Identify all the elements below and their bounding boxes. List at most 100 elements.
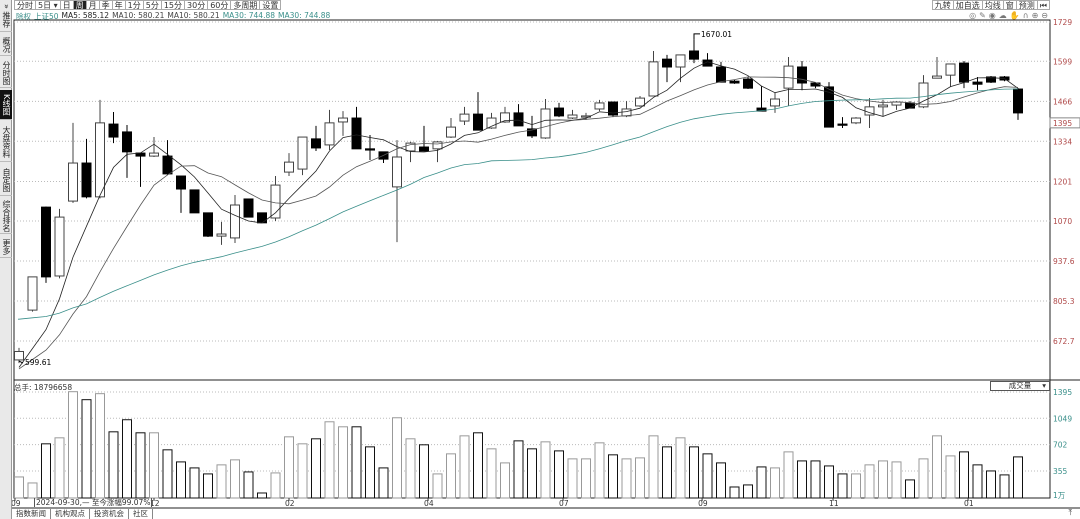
eye-icon[interactable]: ◉: [988, 11, 996, 20]
candle[interactable]: [338, 111, 348, 136]
candle[interactable]: [918, 75, 929, 109]
candle[interactable]: [446, 118, 456, 138]
candle[interactable]: [864, 98, 875, 129]
candle[interactable]: [972, 76, 983, 91]
volume-bar[interactable]: [230, 459, 240, 499]
volume-bar[interactable]: [459, 435, 470, 499]
candle[interactable]: [311, 125, 321, 151]
volume-bar[interactable]: [122, 419, 132, 499]
volume-bar[interactable]: [27, 482, 38, 499]
candle[interactable]: [770, 92, 780, 113]
candle[interactable]: [419, 125, 429, 152]
volume-bar[interactable]: [878, 460, 888, 499]
candle[interactable]: [959, 60, 969, 89]
candle[interactable]: [891, 101, 902, 110]
volume-bar[interactable]: [378, 467, 389, 499]
volume-bar[interactable]: [986, 470, 996, 499]
volume-bar[interactable]: [689, 446, 699, 499]
volume-bar[interactable]: [135, 432, 146, 499]
sidebar-tab[interactable]: K线图: [0, 90, 12, 120]
candle[interactable]: [324, 109, 335, 151]
volume-bar[interactable]: [324, 421, 335, 499]
volume-bar[interactable]: [513, 440, 524, 499]
zoom-in-icon[interactable]: ⊕: [1031, 11, 1039, 20]
candle[interactable]: [662, 54, 672, 83]
candle[interactable]: [405, 141, 416, 163]
volume-bar[interactable]: [81, 399, 92, 499]
volume-bar[interactable]: [608, 454, 618, 499]
volume-bar[interactable]: [959, 451, 969, 499]
sidebar-tab[interactable]: 概况: [0, 34, 12, 56]
period-button[interactable]: 多周期: [231, 0, 261, 10]
tool-button[interactable]: ⏮: [1037, 0, 1050, 10]
candle[interactable]: [230, 195, 240, 244]
bottom-tab[interactable]: 社区: [129, 509, 153, 519]
volume-bar[interactable]: [675, 437, 686, 499]
candle[interactable]: [41, 206, 51, 283]
candle[interactable]: [675, 54, 686, 83]
volume-bar[interactable]: [338, 426, 348, 499]
volume-bar[interactable]: [351, 426, 362, 499]
cursor-icon[interactable]: ◎: [969, 11, 977, 20]
volume-bar[interactable]: [270, 472, 281, 499]
volume-bar[interactable]: [716, 462, 726, 499]
candle[interactable]: [68, 122, 78, 203]
volume-bar[interactable]: [567, 458, 578, 499]
price-mode-label[interactable]: 除权: [16, 12, 31, 21]
candle[interactable]: [621, 101, 632, 118]
tool-button[interactable]: 均线: [982, 0, 1004, 10]
candle[interactable]: [243, 198, 254, 218]
period-button[interactable]: 季: [99, 0, 113, 10]
volume-bar[interactable]: [783, 451, 794, 499]
candle[interactable]: [203, 212, 213, 238]
volume-bar[interactable]: [41, 443, 51, 499]
candle[interactable]: [149, 137, 159, 157]
bottom-tab[interactable]: 投资机会: [90, 509, 129, 519]
volume-bar[interactable]: [446, 453, 456, 499]
candle[interactable]: [176, 175, 186, 213]
volume-bar[interactable]: [54, 437, 65, 499]
volume-bar[interactable]: [999, 474, 1010, 499]
period-button[interactable]: 5日 ▾: [36, 0, 61, 10]
candle[interactable]: [554, 102, 564, 118]
sidebar-tab[interactable]: 综合排名: [0, 198, 12, 234]
pin-top-icon[interactable]: ⤒: [1068, 508, 1072, 517]
volume-bar[interactable]: [729, 486, 740, 499]
volume-bar[interactable]: [756, 466, 767, 499]
pencil-icon[interactable]: ✎: [979, 11, 986, 20]
candle[interactable]: [986, 76, 996, 84]
candle[interactable]: [473, 92, 483, 131]
volume-bar[interactable]: [891, 461, 902, 499]
volume-bar[interactable]: [108, 431, 119, 499]
candle[interactable]: [27, 276, 38, 312]
volume-bar[interactable]: [14, 476, 24, 499]
volume-bar[interactable]: [797, 460, 807, 499]
candle[interactable]: [729, 79, 740, 84]
period-button[interactable]: 设置: [260, 0, 282, 10]
volume-bar[interactable]: [864, 464, 875, 499]
volume-bar[interactable]: [149, 432, 159, 499]
period-button[interactable]: 日: [60, 0, 74, 10]
candle[interactable]: [81, 138, 92, 199]
volume-bar[interactable]: [176, 461, 186, 499]
volume-bar[interactable]: [284, 436, 294, 499]
volume-bar[interactable]: [257, 492, 267, 499]
tool-button[interactable]: 预测: [1016, 0, 1038, 10]
candle[interactable]: [783, 57, 794, 106]
volume-bar[interactable]: [743, 484, 753, 499]
candle[interactable]: [459, 106, 470, 125]
period-button[interactable]: 周: [73, 0, 87, 10]
candle[interactable]: [756, 86, 767, 112]
candle[interactable]: [945, 63, 956, 87]
indicator-select[interactable]: 成交量 ▾: [990, 381, 1050, 391]
candle[interactable]: [392, 140, 402, 243]
candle[interactable]: [932, 57, 942, 79]
volume-bar[interactable]: [662, 446, 672, 499]
volume-bar[interactable]: [68, 391, 78, 499]
volume-bar[interactable]: [365, 446, 375, 499]
volume-bar[interactable]: [162, 449, 173, 499]
period-button[interactable]: 1分: [125, 0, 144, 10]
candle[interactable]: [716, 61, 726, 83]
candle[interactable]: [608, 101, 618, 118]
volume-bar[interactable]: [486, 448, 497, 499]
